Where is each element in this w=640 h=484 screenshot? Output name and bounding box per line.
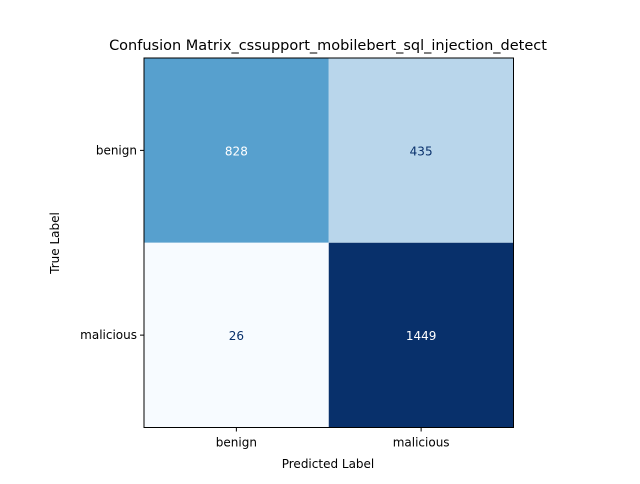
cell-value-label-0-1: 435: [410, 144, 433, 158]
plot-frame: [143, 57, 514, 428]
y-tick-label: benign: [96, 143, 137, 157]
heatmap-cell-labels: 828 435 26 1449: [225, 144, 436, 343]
y-tick-label: malicious: [80, 328, 137, 342]
heatmap-cells: [144, 58, 514, 428]
x-axis-ticks: benign malicious: [216, 427, 450, 450]
heatmap-cell-0-1: [328, 58, 514, 243]
heatmap-cell-1-0: [144, 242, 329, 428]
y-axis-label: True Label: [48, 212, 62, 275]
heatmap-cell-0-0: [144, 58, 329, 243]
x-tick-label: malicious: [393, 436, 450, 450]
y-axis-ticks: benign malicious: [80, 143, 144, 342]
x-tick-label: benign: [216, 436, 257, 450]
x-axis-label: Predicted Label: [282, 457, 375, 471]
cell-value-label-1-0: 26: [229, 329, 244, 343]
heatmap-cell-1-1: [328, 242, 514, 428]
cell-value-label-1-1: 1449: [406, 329, 437, 343]
chart-title: Confusion Matrix_cssupport_mobilebert_sq…: [109, 38, 547, 54]
cell-value-label-0-0: 828: [225, 144, 248, 158]
